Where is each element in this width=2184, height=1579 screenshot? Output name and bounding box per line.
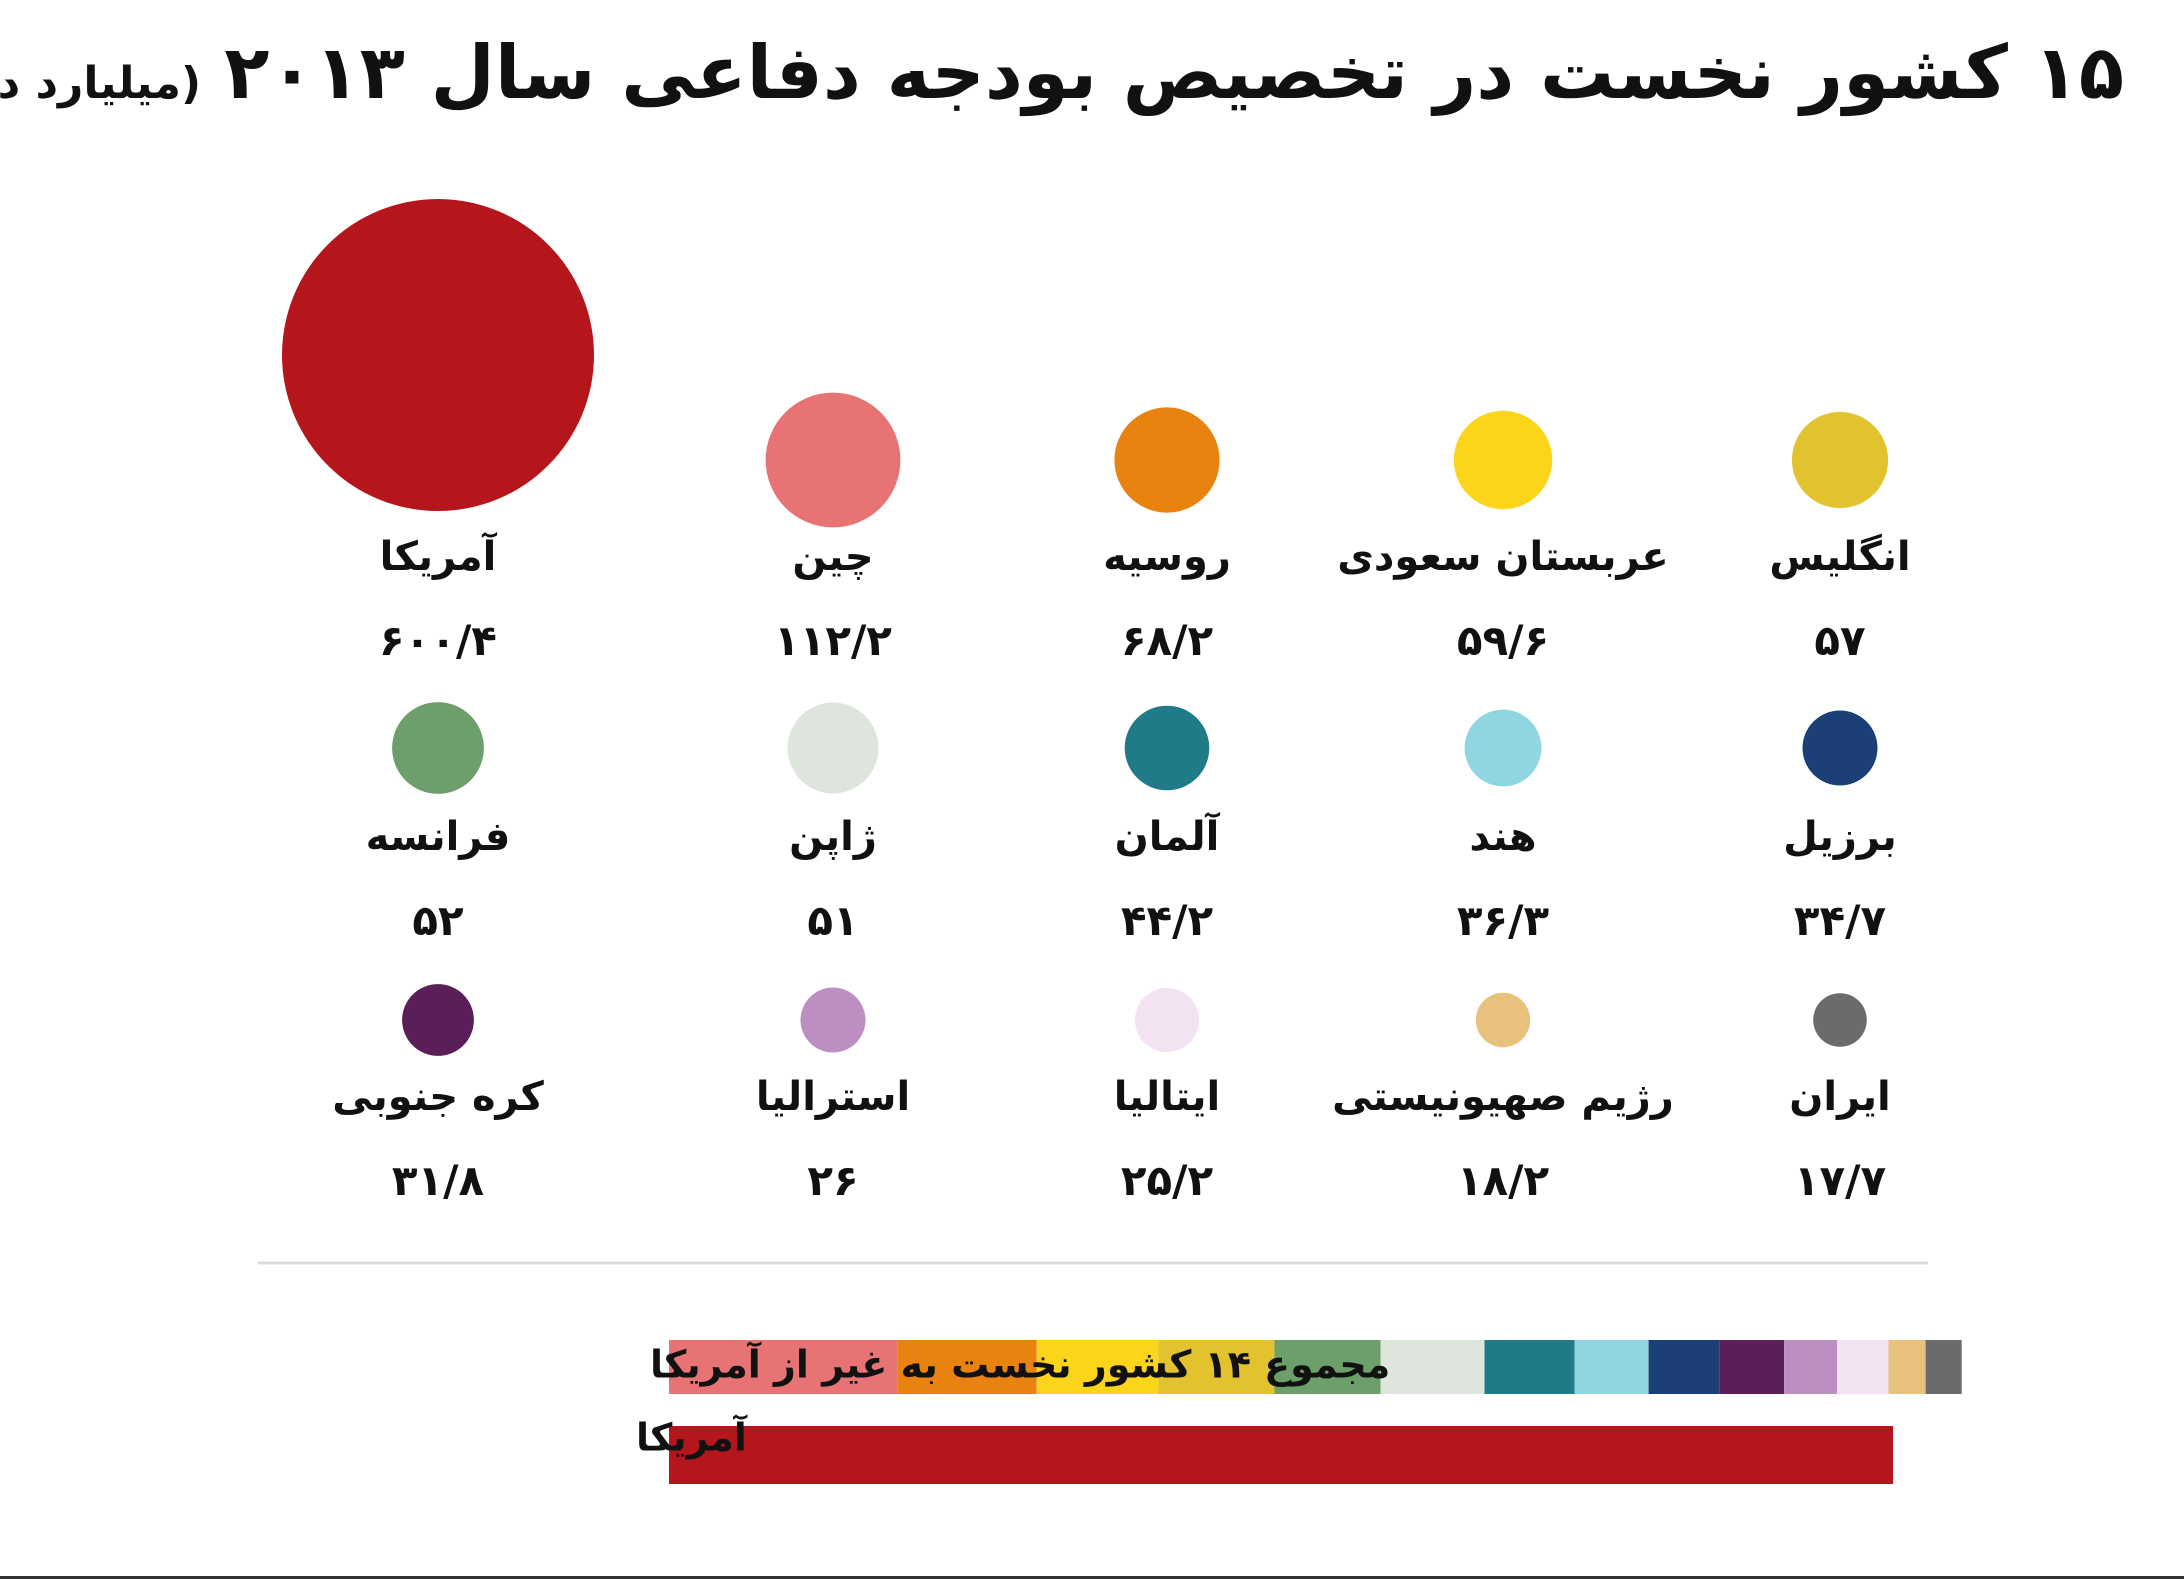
value-label: ۵۲ [412, 896, 464, 945]
stacked-bar-segment [1274, 1340, 1381, 1394]
bubble-point [1475, 992, 1531, 1048]
bubble-point [402, 984, 474, 1056]
stacked-bar-segment [1925, 1340, 1962, 1394]
bubble-point [1135, 988, 1199, 1052]
usa-bar [669, 1426, 1893, 1484]
bubble-point [787, 702, 879, 794]
chart-header: ۱۵ کشور نخست در تخصیص بودجه دفاعی سال ۲۰… [0, 30, 2124, 116]
bubble-point [1114, 407, 1220, 513]
value-label: ۲۶ [807, 1156, 858, 1205]
country-label: برزیل [1783, 814, 1897, 860]
stacked-bar-segment [1158, 1340, 1275, 1394]
bubble-point [1791, 411, 1889, 509]
bubble-point [1453, 410, 1553, 510]
stacked-bar-segment [897, 1340, 1037, 1394]
country-label: روسیه [1103, 534, 1231, 580]
bubble-point [1464, 709, 1542, 787]
value-label: ۳۶/۳ [1457, 896, 1550, 945]
country-label: هند [1469, 814, 1536, 860]
stacked-bar-segment [1888, 1340, 1926, 1394]
bubble-point [800, 987, 866, 1053]
country-label: ایران [1789, 1074, 1890, 1120]
value-label: ۳۴/۷ [1794, 896, 1887, 945]
bubble-point [1802, 710, 1878, 786]
stacked-bar-segment [1484, 1340, 1575, 1394]
country-label: رژیم صهیونیستی [1332, 1074, 1674, 1120]
value-label: ۵۹/۶ [1457, 616, 1549, 665]
bottom-frame-line [0, 1576, 2184, 1579]
stacked-bar-segment [1784, 1340, 1838, 1394]
stacked-bar-segment [1648, 1340, 1720, 1394]
country-label: ژاپن [789, 814, 877, 860]
country-label: فرانسه [366, 814, 511, 860]
stacked-bar-segment [669, 1340, 898, 1394]
country-label: انگلیس [1769, 533, 1910, 580]
stacked-bar-segment [1036, 1340, 1159, 1394]
value-label: ۱۷/۷ [1794, 1156, 1887, 1205]
value-label: ۶۸/۲ [1121, 616, 1214, 665]
value-label: ۵۷ [1814, 616, 1866, 665]
bar-label-others: مجموع ۱۴ کشور نخست به غیر از آمریکا [650, 1341, 1390, 1387]
bar-label-usa: آمریکا [636, 1414, 748, 1460]
value-label: ۱۱۲/۲ [774, 616, 892, 665]
stacked-bar-segment [1837, 1340, 1889, 1394]
country-label: آمریکا [380, 531, 498, 580]
country-label: ایتالیا [1114, 1074, 1220, 1120]
value-label: ۲۵/۲ [1121, 1156, 1214, 1205]
value-label: ۱۸/۲ [1457, 1156, 1550, 1205]
country-label: استرالیا [756, 1074, 910, 1120]
bubble-point [282, 199, 594, 511]
bubble-point [765, 392, 901, 528]
value-label: ۶۰۰/۴ [379, 616, 497, 665]
value-label: ۴۴/۲ [1121, 896, 1214, 945]
bubble-point [1124, 705, 1210, 791]
bubble-point [392, 702, 484, 794]
stacked-bar-segment [1380, 1340, 1485, 1394]
value-label: ۳۱/۸ [392, 1156, 485, 1205]
stacked-bar-segment [1574, 1340, 1649, 1394]
bubble-point [1813, 993, 1867, 1047]
country-label: چین [792, 534, 873, 580]
country-label: عربستان سعودی [1337, 534, 1669, 580]
stacked-bar-segment [1719, 1340, 1785, 1394]
chart-subtitle: (میلیارد دلار) [0, 58, 202, 109]
chart-title: ۱۵ کشور نخست در تخصیص بودجه دفاعی سال ۲۰… [224, 30, 2124, 116]
country-label: کره جنوبی [332, 1074, 544, 1120]
country-label: آلمان [1115, 811, 1221, 860]
value-label: ۵۱ [807, 896, 858, 945]
